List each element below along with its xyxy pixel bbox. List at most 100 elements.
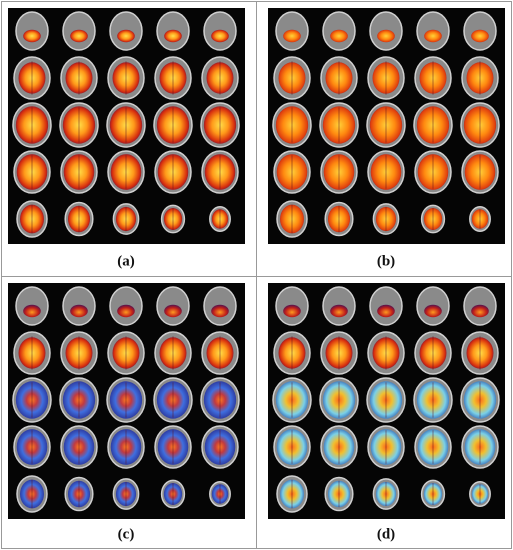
brain-slice bbox=[276, 475, 308, 513]
brain-slice bbox=[16, 475, 48, 513]
activation bbox=[211, 304, 229, 318]
brain-slice bbox=[367, 331, 405, 375]
brain-slice bbox=[469, 206, 491, 232]
activation bbox=[424, 304, 442, 318]
brain-slice bbox=[320, 150, 358, 194]
brain-slice bbox=[320, 331, 358, 375]
activation bbox=[471, 304, 489, 318]
panel-label: (b) bbox=[377, 253, 395, 269]
brain-slice bbox=[461, 56, 499, 100]
brain-slice bbox=[273, 331, 311, 375]
brain-slice bbox=[13, 150, 51, 194]
brain-slice bbox=[60, 331, 98, 375]
brain-slice bbox=[112, 203, 140, 235]
panel-label: (c) bbox=[118, 526, 135, 542]
activation bbox=[164, 29, 182, 43]
brain-slice bbox=[372, 478, 400, 510]
brain-slice bbox=[156, 286, 190, 326]
brain-slice bbox=[13, 425, 51, 469]
brain-slice bbox=[272, 102, 312, 148]
activation bbox=[377, 29, 395, 43]
brain-slice bbox=[153, 377, 193, 423]
brain-slice bbox=[273, 425, 311, 469]
brain-slice bbox=[414, 331, 452, 375]
brain-slice bbox=[60, 425, 98, 469]
brain-slice bbox=[367, 150, 405, 194]
activation bbox=[70, 304, 88, 318]
brain-slice bbox=[62, 286, 96, 326]
brain-slice bbox=[369, 286, 403, 326]
brain-slice bbox=[201, 150, 239, 194]
activation bbox=[117, 304, 135, 318]
activation bbox=[211, 29, 229, 43]
brain-slice bbox=[413, 102, 453, 148]
brain-slice bbox=[107, 331, 145, 375]
brain-slice bbox=[320, 425, 358, 469]
brain-slice bbox=[112, 478, 140, 510]
activation bbox=[70, 29, 88, 43]
brain-slice bbox=[273, 56, 311, 100]
brain-slice bbox=[366, 102, 406, 148]
brain-slice bbox=[275, 11, 309, 51]
brain-slice bbox=[64, 476, 94, 512]
brain-slice bbox=[107, 150, 145, 194]
brain-slice bbox=[420, 479, 446, 509]
brain-slice bbox=[209, 206, 231, 232]
brain-slice bbox=[156, 11, 190, 51]
brain-slice bbox=[12, 102, 52, 148]
brain-slice bbox=[416, 286, 450, 326]
brain-slice bbox=[322, 286, 356, 326]
brain-slice bbox=[59, 377, 99, 423]
brain-slice bbox=[203, 286, 237, 326]
brain-slice bbox=[106, 102, 146, 148]
brain-slice bbox=[154, 331, 192, 375]
brain-slice bbox=[463, 11, 497, 51]
brain-slice bbox=[460, 102, 500, 148]
activation bbox=[377, 304, 395, 318]
brain-slice bbox=[15, 11, 49, 51]
brain-slice bbox=[461, 150, 499, 194]
brain-slice bbox=[200, 377, 240, 423]
brain-slice bbox=[60, 150, 98, 194]
brain-slice bbox=[203, 11, 237, 51]
brain-slice bbox=[109, 286, 143, 326]
brain-slice bbox=[154, 425, 192, 469]
brain-slice bbox=[272, 377, 312, 423]
brain-slice bbox=[13, 56, 51, 100]
brain-slice bbox=[319, 377, 359, 423]
brain-slice bbox=[109, 11, 143, 51]
brain-slice bbox=[153, 102, 193, 148]
brain-slice bbox=[416, 11, 450, 51]
brain-slice bbox=[154, 56, 192, 100]
brain-slice bbox=[460, 377, 500, 423]
brain-slice bbox=[200, 102, 240, 148]
panel-label: (a) bbox=[117, 253, 135, 269]
brain-slice bbox=[461, 331, 499, 375]
brain-slice bbox=[320, 56, 358, 100]
brain-slice bbox=[413, 377, 453, 423]
brain-slice bbox=[106, 377, 146, 423]
activation bbox=[330, 304, 348, 318]
activation bbox=[23, 304, 41, 318]
brain-slice bbox=[367, 56, 405, 100]
brain-slice bbox=[59, 102, 99, 148]
activation bbox=[283, 29, 301, 43]
activation bbox=[117, 29, 135, 43]
brain-slice bbox=[372, 203, 400, 235]
brain-slice bbox=[366, 377, 406, 423]
brain-slice bbox=[420, 204, 446, 234]
brain-slice bbox=[324, 476, 354, 512]
activation bbox=[471, 29, 489, 43]
brain-slice bbox=[276, 200, 308, 238]
brain-slice bbox=[15, 286, 49, 326]
panel-label: (d) bbox=[377, 526, 395, 542]
brain-slice bbox=[463, 286, 497, 326]
brain-slice bbox=[160, 479, 186, 509]
brain-slice bbox=[107, 425, 145, 469]
brain-slice bbox=[107, 56, 145, 100]
brain-slice bbox=[414, 425, 452, 469]
brain-slice bbox=[64, 201, 94, 237]
brain-slice bbox=[13, 331, 51, 375]
brain-slice bbox=[154, 150, 192, 194]
